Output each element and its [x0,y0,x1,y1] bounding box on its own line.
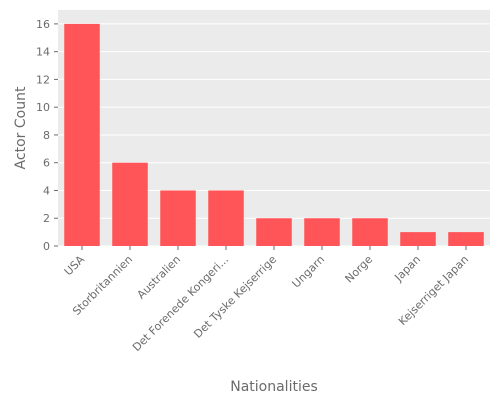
y-tick-label: 10 [36,101,50,114]
x-tick-label: Norge [343,253,376,286]
bar-0 [64,23,100,246]
y-axis-title: Actor Count [13,86,29,169]
x-tick-label: Ungarn [290,253,328,291]
y-axis-ticks: 0 2 4 6 8 10 12 14 16 [36,18,58,253]
x-tick-label: Det Forenede Kongeri... [130,253,231,354]
x-tick-label: Australien [135,253,184,302]
bar-6 [352,218,388,246]
bar-1 [112,162,148,246]
bar-4 [256,218,292,246]
y-tick-label: 8 [43,129,50,142]
y-tick-label: 4 [43,184,50,197]
y-tick-label: 14 [36,46,50,59]
bar-5 [304,218,340,246]
y-tick-label: 2 [43,212,50,225]
bar-3 [208,190,244,246]
x-tick-label: USA [62,253,88,279]
bar-7 [400,232,436,246]
bar-8 [448,232,484,246]
x-tick-label: Japan [392,253,424,285]
y-tick-label: 16 [36,18,50,31]
y-tick-label: 0 [43,240,50,253]
bar-2 [160,190,196,246]
x-axis-title: Nationalities [230,379,318,395]
y-tick-label: 12 [36,73,50,86]
y-tick-label: 6 [43,157,50,170]
x-tick-label: Det Tyske Kejserrige [191,253,279,341]
bars [64,23,484,246]
